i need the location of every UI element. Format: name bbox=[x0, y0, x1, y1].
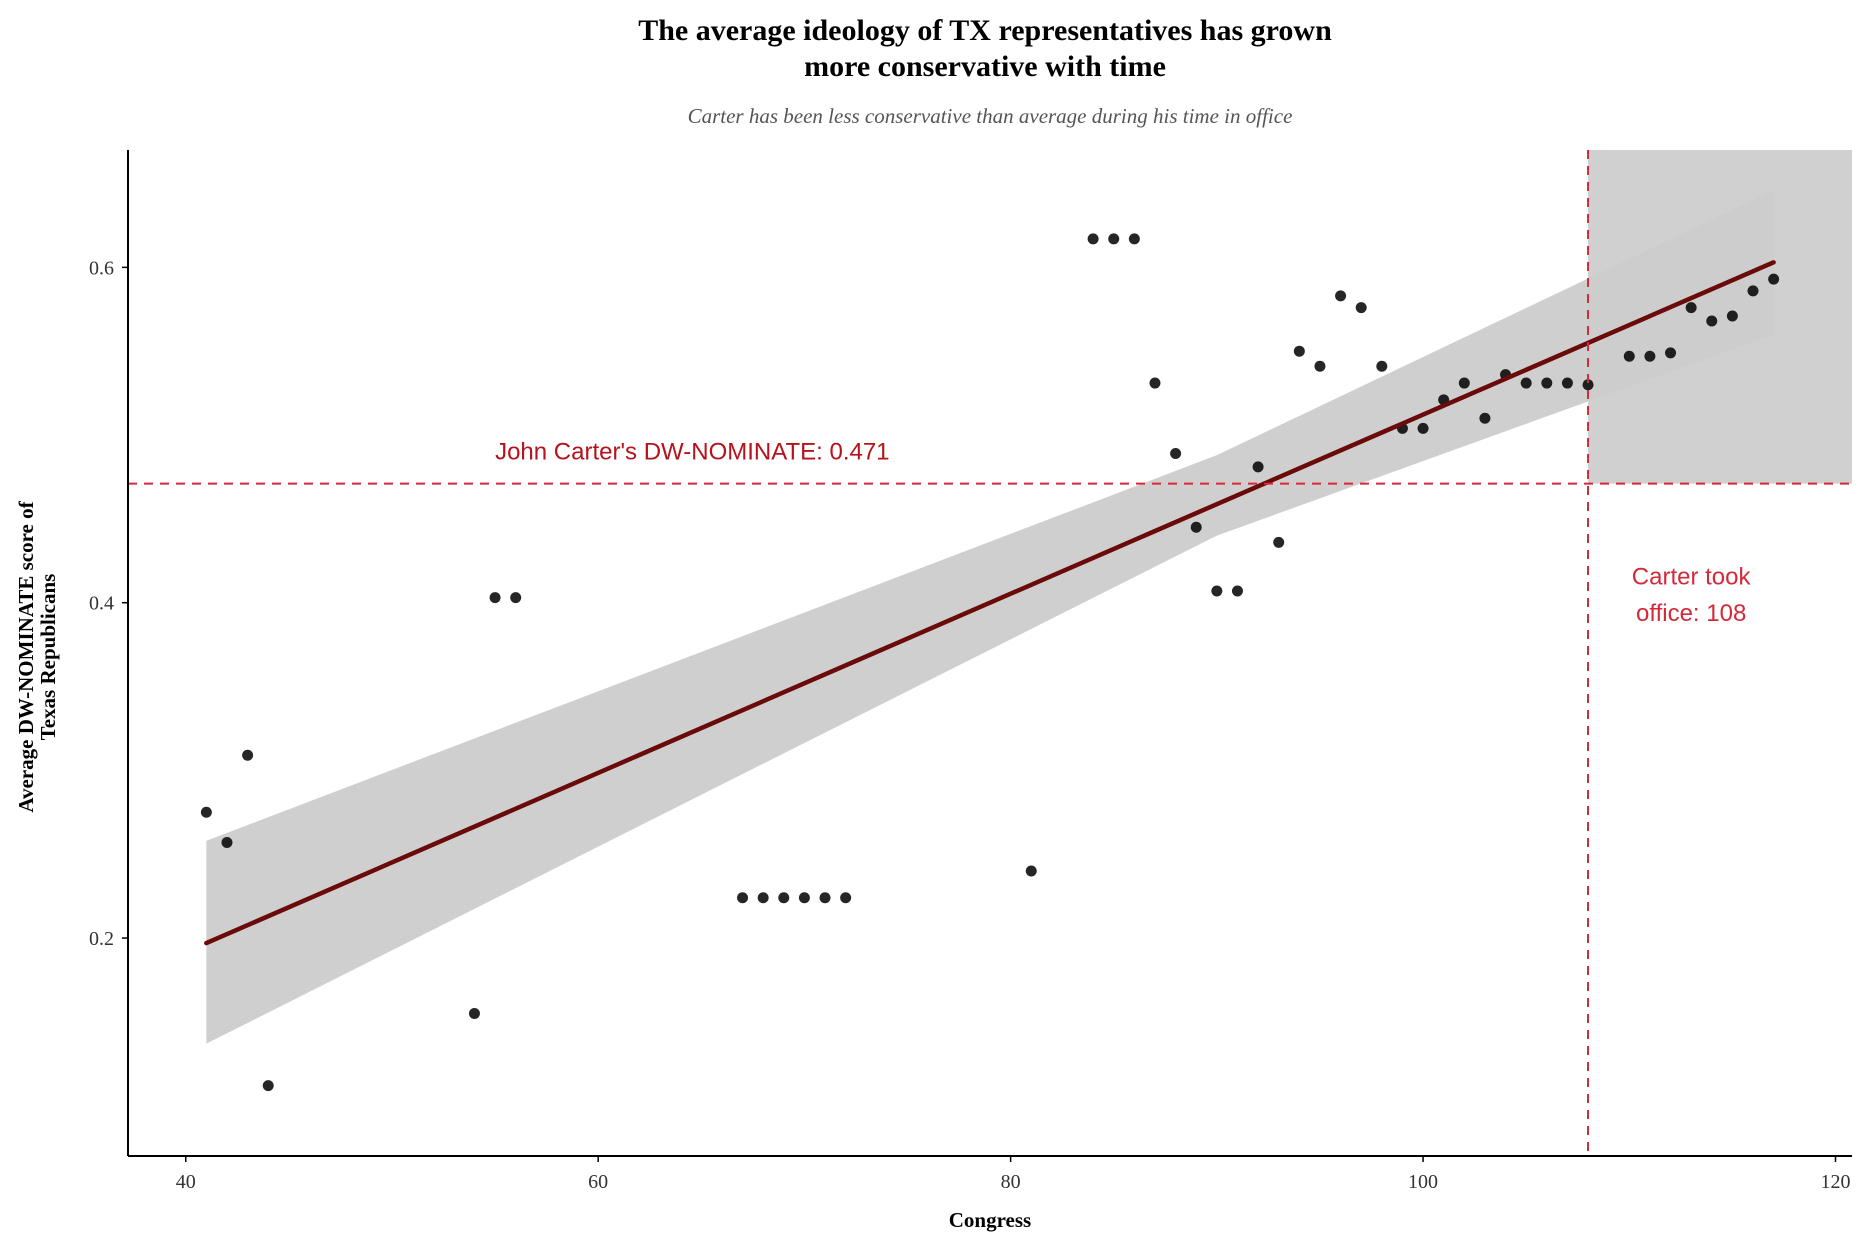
data-point bbox=[1582, 379, 1594, 391]
data-point bbox=[262, 1080, 274, 1092]
data-point bbox=[1768, 273, 1780, 285]
x-axis-ticks: 40 60 80 100 120 bbox=[176, 1156, 1851, 1193]
x-tick-label: 60 bbox=[588, 1171, 608, 1193]
data-point bbox=[840, 892, 852, 904]
data-point bbox=[1561, 377, 1573, 389]
data-point bbox=[510, 592, 522, 604]
x-axis-title: Congress bbox=[949, 1208, 1031, 1232]
data-point bbox=[1644, 350, 1656, 362]
y-tick-label: 0.2 bbox=[89, 928, 114, 950]
chart-title-line-2: more conservative with time bbox=[804, 50, 1166, 83]
data-point bbox=[1190, 521, 1202, 533]
data-point bbox=[1335, 290, 1347, 302]
x-tick-label: 80 bbox=[1001, 1171, 1021, 1193]
data-points bbox=[200, 233, 1780, 1092]
data-point bbox=[1149, 377, 1161, 389]
data-point bbox=[1458, 377, 1470, 389]
data-point bbox=[1726, 310, 1738, 322]
data-point bbox=[798, 892, 810, 904]
data-point bbox=[1541, 377, 1553, 389]
x-tick-label: 100 bbox=[1408, 1171, 1438, 1193]
data-point bbox=[1747, 285, 1759, 297]
data-point bbox=[1273, 536, 1285, 548]
data-point bbox=[1314, 360, 1326, 372]
y-axis-ticks: 0.2 0.4 0.6 bbox=[89, 257, 128, 950]
data-point bbox=[1252, 461, 1264, 473]
data-point bbox=[468, 1007, 480, 1019]
data-point bbox=[1211, 585, 1223, 597]
data-point bbox=[1087, 233, 1099, 245]
data-point bbox=[1170, 447, 1182, 459]
chart-title-line-1: The average ideology of TX representativ… bbox=[638, 14, 1332, 47]
confidence-band bbox=[206, 190, 1774, 1044]
data-point bbox=[1108, 233, 1120, 245]
data-point bbox=[1479, 412, 1491, 424]
data-point bbox=[737, 892, 749, 904]
data-point bbox=[1685, 302, 1697, 314]
carter-start-label-line-2: office: 108 bbox=[1636, 600, 1746, 627]
carter-start-label-line-1: Carter took bbox=[1632, 563, 1752, 590]
data-point bbox=[1706, 315, 1718, 327]
y-tick-label: 0.4 bbox=[89, 593, 114, 615]
carter-score-label: John Carter's DW-NOMINATE: 0.471 bbox=[495, 439, 889, 466]
data-point bbox=[1376, 360, 1388, 372]
data-point bbox=[1623, 350, 1635, 362]
y-axis-title-line-2: Texas Republicans bbox=[36, 574, 60, 741]
data-point bbox=[1665, 347, 1677, 359]
chart-subtitle: Carter has been less conservative than a… bbox=[688, 104, 1293, 128]
data-point bbox=[1128, 233, 1140, 245]
data-point bbox=[1417, 422, 1429, 434]
data-point bbox=[1520, 377, 1532, 389]
data-point bbox=[757, 892, 769, 904]
data-point bbox=[1231, 585, 1243, 597]
data-point bbox=[200, 806, 212, 818]
y-tick-label: 0.6 bbox=[89, 257, 114, 279]
data-point bbox=[1025, 865, 1037, 877]
data-point bbox=[1293, 345, 1305, 357]
data-point bbox=[489, 592, 501, 604]
y-axis-title: Average DW-NOMINATE score of Texas Repub… bbox=[14, 500, 60, 812]
data-point bbox=[242, 749, 254, 761]
data-point bbox=[221, 836, 233, 848]
data-point bbox=[819, 892, 831, 904]
x-tick-label: 40 bbox=[176, 1171, 196, 1193]
x-tick-label: 120 bbox=[1821, 1171, 1851, 1193]
plot-area: John Carter's DW-NOMINATE: 0.471 Carter … bbox=[128, 150, 1852, 1156]
y-axis-title-line-1: Average DW-NOMINATE score of bbox=[14, 500, 38, 812]
trend-line bbox=[204, 260, 1776, 946]
data-point bbox=[1355, 302, 1367, 314]
data-point bbox=[778, 892, 790, 904]
